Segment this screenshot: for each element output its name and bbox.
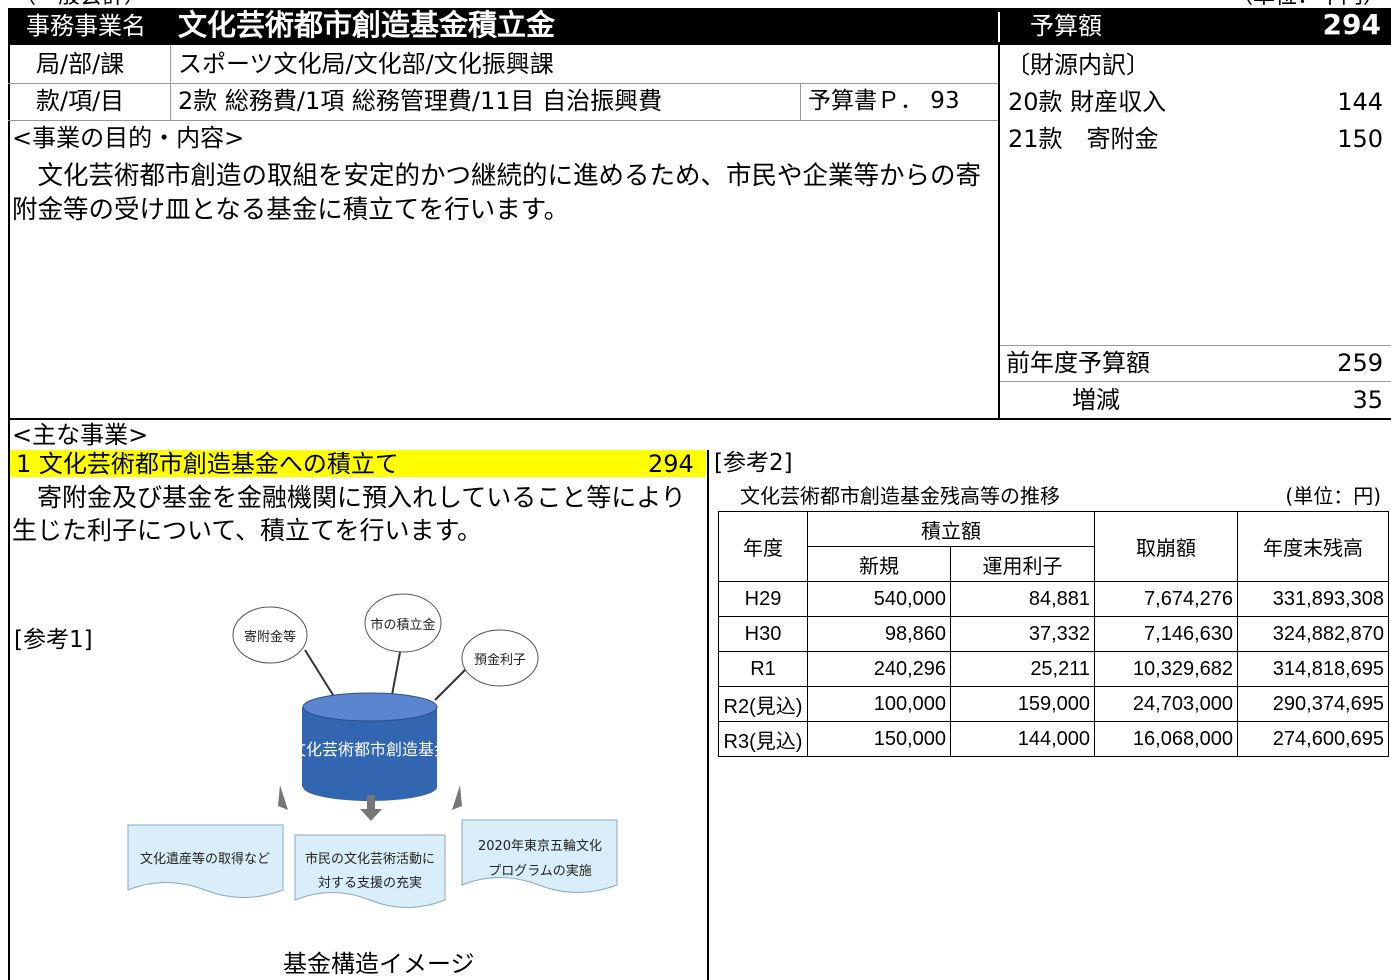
header-bar [8, 8, 1391, 45]
table-row: R2(見込) 100,000 159,000 24,703,000 290,374,69… [718, 686, 1389, 722]
budget: 294 [1322, 8, 1381, 41]
border [8, 418, 1391, 420]
table-cell: R3(見込) [718, 721, 808, 757]
header-cell: 年度末残高 [1237, 511, 1389, 582]
table-cell: 25,211 [950, 651, 1095, 687]
item-label: 款/項/目 [36, 87, 125, 115]
table-cell: R1 [718, 651, 808, 687]
col-line [170, 45, 171, 120]
table-cell: H30 [718, 616, 808, 652]
unit: （単位：千円） [1231, 0, 1385, 8]
diagram-label: 市民の文化芸術活動に [305, 851, 435, 867]
main-heading: <主な事業> [12, 421, 149, 449]
funding-heading: 〔財源内訳〕 [1006, 51, 1150, 79]
table-cell: 16,068,000 [1094, 721, 1238, 757]
table-row: H29 540,000 84,881 7,674,276 331,893,308 [718, 581, 1389, 617]
balance-table: 年度 積立額 取崩額 年度末残高 新規 運用利子 H29 540,000 84,881 7,6… [718, 511, 1389, 757]
budget-label: 予算額 [1030, 12, 1102, 40]
table-cell: 159,000 [950, 686, 1095, 722]
ref2-title: 文化芸術都市創造基金残高等の推移 [740, 484, 1060, 508]
source-amount: 144 [1337, 88, 1383, 116]
table-row: R1 240,296 25,211 10,329,682 314,818,695 [718, 651, 1389, 687]
divider [998, 12, 1000, 42]
table-cell: H29 [718, 581, 808, 617]
name: 文化芸術都市創造基金積立金 [178, 8, 556, 42]
border [998, 45, 1000, 418]
table-cell: 274,600,695 [1237, 721, 1389, 757]
table-cell: 100,000 [807, 686, 951, 722]
table-cell: 24,703,000 [1094, 686, 1238, 722]
main-text: 寄附金及び基金を金融機関に預入れしていること等により生じた利子について、積立てを… [12, 483, 686, 545]
purpose-heading: <事業の目的・内容> [12, 124, 245, 152]
table-row: H30 98,860 37,332 7,146,630 324,882,870 [718, 616, 1389, 652]
diagram-label: プログラムの実施 [488, 863, 592, 879]
border [707, 450, 709, 980]
table-cell: 144,000 [950, 721, 1095, 757]
table-cell: 150,000 [807, 721, 951, 757]
table-cell: 84,881 [950, 581, 1095, 617]
source-amount: 150 [1337, 125, 1383, 153]
diagram-label: 寄附金等 [244, 629, 296, 645]
table-cell: 331,893,308 [1237, 581, 1389, 617]
change: 35 [1352, 386, 1383, 414]
row-line [8, 83, 998, 84]
header-cell: 年度 [718, 511, 808, 582]
table-cell: 240,296 [807, 651, 951, 687]
table-cell: 7,674,276 [1094, 581, 1238, 617]
ref2-label: [参考2] [714, 450, 793, 476]
row-line [1000, 381, 1391, 382]
previous-label: 前年度予算額 [1006, 349, 1150, 377]
ref2-unit: (単位：円) [1285, 484, 1381, 508]
org-label: 局/部/課 [36, 50, 125, 78]
header-cell: 取崩額 [1094, 511, 1238, 582]
table-cell: 7,146,630 [1094, 616, 1238, 652]
table-cell: 324,882,870 [1237, 616, 1389, 652]
col-line [800, 83, 801, 120]
account: （一般会計） [14, 0, 146, 8]
diagram-label: 対する支援の充実 [318, 875, 422, 891]
highlight [10, 450, 706, 477]
table-cell: 314,818,695 [1237, 651, 1389, 687]
border [8, 8, 10, 980]
table-row: R3(見込) 150,000 144,000 16,068,000 274,600,69… [718, 721, 1389, 757]
org: スポーツ文化局/文化部/文化振興課 [178, 50, 554, 78]
table-cell: 37,332 [950, 616, 1095, 652]
main-amount: 294 [648, 450, 694, 478]
diagram-label: 2020年東京五輪文化 [478, 838, 602, 854]
budget-page: 予算書Ｐ． 93 [808, 88, 960, 114]
purpose-text: 文化芸術都市創造の取組を安定的かつ継続的に進めるため、市民や企業等からの寄附金等… [12, 161, 982, 225]
source-label: 20款 財産収入 [1008, 88, 1167, 116]
table-cell: 10,329,682 [1094, 651, 1238, 687]
item: 2款 総務費/1項 総務管理費/11目 自治振興費 [178, 87, 663, 115]
header-cell: 運用利子 [950, 546, 1095, 582]
diagram-label: 市の積立金 [370, 617, 435, 633]
previous: 259 [1337, 349, 1383, 377]
ref1-label: [参考1] [14, 627, 93, 653]
header-cell: 積立額 [807, 511, 1095, 547]
table-cell: 98,860 [807, 616, 951, 652]
source-label: 21款 寄附金 [1008, 125, 1159, 153]
change-label: 増減 [1072, 386, 1120, 414]
table-cell: 290,374,695 [1237, 686, 1389, 722]
diagram-label: 文化芸術都市創造基金 [290, 740, 450, 759]
main-item: 1 文化芸術都市創造基金への積立て [16, 450, 399, 478]
row-line [1000, 345, 1391, 346]
name-label: 事務事業名 [26, 12, 146, 40]
diagram-label: 預金利子 [474, 652, 526, 668]
header-cell: 新規 [807, 546, 951, 582]
row-line [8, 120, 998, 121]
table-cell: R2(見込) [718, 686, 808, 722]
diagram-label: 文化遺産等の取得など [140, 851, 270, 867]
ref1-caption: 基金構造イメージ [283, 950, 475, 978]
table-cell: 540,000 [807, 581, 951, 617]
